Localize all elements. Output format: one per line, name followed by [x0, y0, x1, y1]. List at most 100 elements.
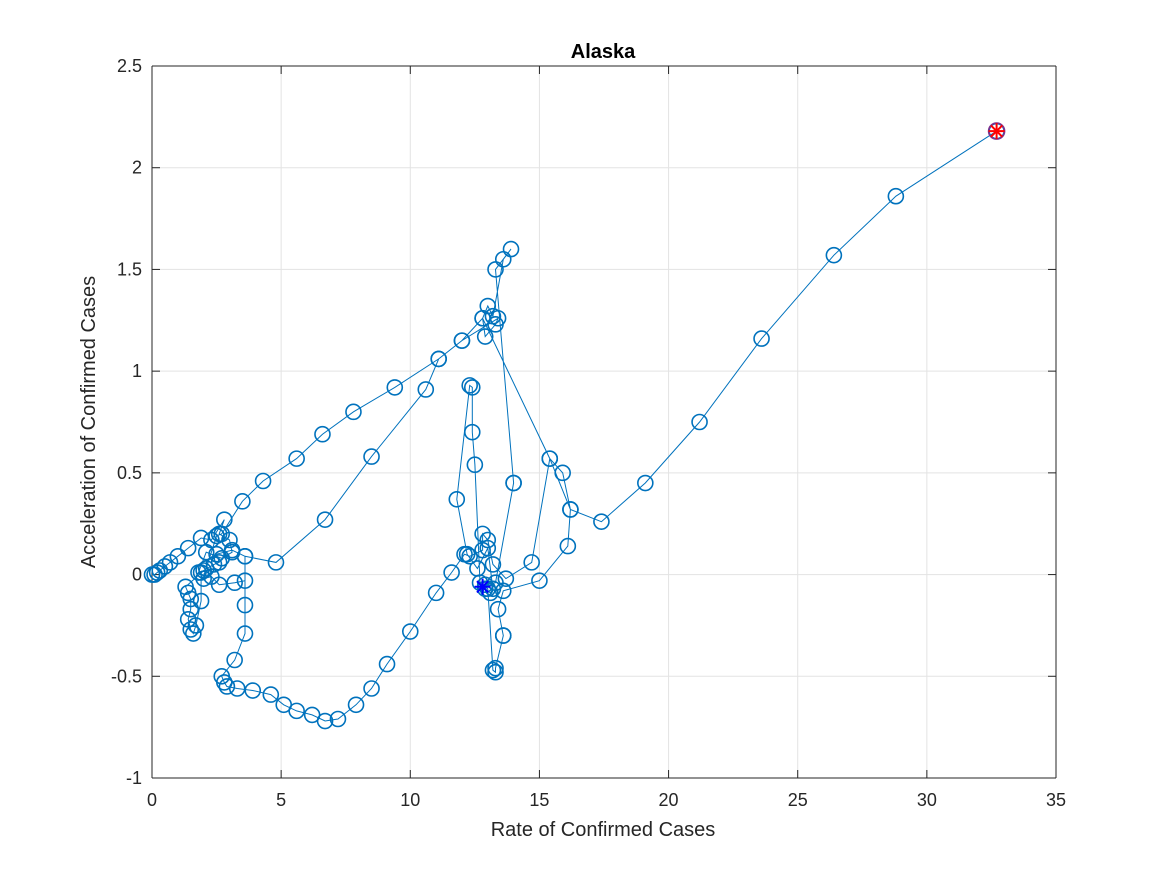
data-point	[474, 525, 491, 543]
data-point	[479, 531, 497, 549]
y-tick-label: 1	[132, 361, 142, 381]
x-tick-label: 15	[529, 790, 549, 810]
data-point	[494, 627, 512, 644]
data-point	[476, 576, 494, 594]
data-point	[192, 564, 210, 581]
data-point	[226, 651, 243, 669]
y-tick-label: 2	[132, 158, 142, 178]
y-tick-label: 0.5	[117, 463, 142, 483]
x-tick-label: 0	[147, 790, 157, 810]
x-tick-label: 35	[1046, 790, 1066, 810]
x-tick-label: 10	[400, 790, 420, 810]
data-point	[427, 584, 445, 602]
data-point	[497, 570, 515, 587]
data-point	[562, 501, 579, 518]
series-group	[143, 122, 1005, 730]
data-point	[197, 543, 215, 561]
data-point	[417, 381, 435, 398]
data-point	[753, 330, 770, 347]
data-point	[458, 545, 476, 563]
data-point	[476, 328, 494, 345]
series-line	[152, 130, 997, 722]
data-point	[487, 663, 504, 681]
data-point	[236, 625, 254, 642]
data-point	[541, 450, 559, 467]
chart-title: Alaska	[571, 41, 636, 63]
data-point	[691, 413, 708, 431]
data-point	[192, 592, 210, 610]
data-point	[234, 493, 251, 510]
data-point	[463, 379, 481, 396]
data-point	[494, 250, 512, 268]
data-point	[177, 578, 194, 596]
data-point	[151, 562, 169, 579]
end-marker	[987, 122, 1006, 140]
data-point	[314, 425, 331, 443]
data-point	[254, 472, 272, 490]
data-point	[448, 491, 466, 508]
data-point	[531, 572, 548, 589]
data-point	[288, 450, 305, 467]
data-point	[156, 558, 174, 575]
data-point	[195, 562, 212, 579]
x-tick-label: 20	[659, 790, 679, 810]
axes	[151, 65, 1057, 779]
data-point	[345, 403, 362, 421]
data-point	[487, 659, 504, 677]
end-marker-stroke	[990, 124, 1003, 138]
y-tick-label: 0	[132, 565, 142, 585]
data-point	[484, 661, 502, 679]
y-tick-label: -1	[126, 768, 142, 788]
ticks: 0 5 10 15 20 25 30 35 -1 -0.5 0 0.5 1 1.5 2 2.5	[111, 56, 1066, 810]
data-point	[236, 596, 254, 614]
x-axis-label: Rate of Confirmed Cases	[491, 819, 716, 841]
data-point	[316, 511, 334, 528]
data-point	[236, 572, 254, 589]
data-point	[182, 621, 200, 638]
data-point	[523, 554, 540, 571]
data-point	[363, 448, 380, 465]
data-point	[453, 332, 471, 349]
data-point	[386, 379, 404, 396]
y-tick-label: 1.5	[117, 259, 142, 279]
data-point	[637, 474, 654, 492]
data-point	[593, 513, 610, 530]
data-point	[474, 309, 491, 327]
y-tick-label: 2.5	[117, 56, 142, 76]
data-point	[244, 682, 262, 699]
data-point	[179, 539, 197, 557]
data-point	[329, 710, 347, 728]
data-point	[262, 686, 280, 703]
data-point	[469, 560, 486, 577]
data-point	[505, 474, 522, 492]
data-point	[430, 350, 447, 368]
data-point	[218, 678, 236, 695]
x-tick-label: 5	[276, 790, 286, 810]
start-marker	[474, 578, 491, 595]
start-marker-stroke	[476, 580, 489, 594]
data-point	[267, 554, 285, 571]
data-point	[554, 464, 571, 482]
data-point	[489, 600, 507, 618]
data-point	[226, 574, 243, 592]
data-point	[185, 625, 202, 642]
y-tick-label: -0.5	[111, 666, 142, 686]
x-tick-label: 25	[788, 790, 808, 810]
data-point	[887, 187, 905, 205]
data-point	[461, 377, 478, 394]
data-point	[378, 655, 396, 673]
data-point	[182, 600, 200, 618]
data-point	[363, 680, 380, 697]
y-axis-label: Acceleration of Confirmed Cases	[78, 276, 100, 568]
x-tick-label: 30	[917, 790, 937, 810]
data-point	[484, 556, 502, 573]
data-point	[197, 560, 215, 577]
data-point	[479, 539, 497, 557]
data-point	[401, 623, 419, 640]
data-point	[208, 545, 225, 563]
data-point	[288, 702, 305, 720]
special-markers	[474, 122, 1006, 595]
data-point	[559, 537, 577, 555]
